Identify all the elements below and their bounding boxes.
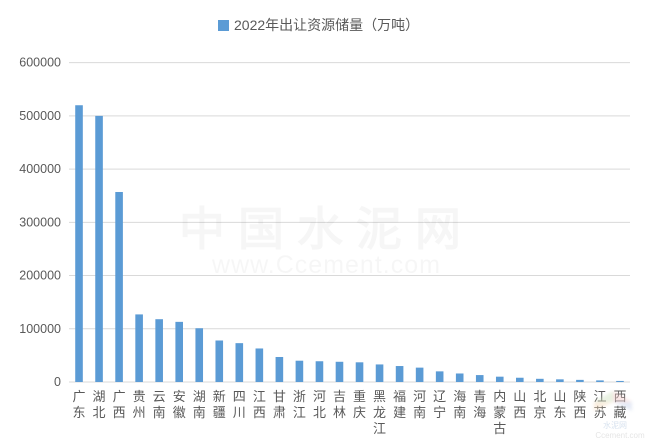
svg-text:福: 福 [393, 389, 406, 404]
svg-text:东: 东 [73, 405, 86, 420]
svg-text:广: 广 [73, 389, 86, 404]
svg-text:Ccement.com: Ccement.com [595, 431, 645, 440]
svg-text:黑: 黑 [373, 389, 386, 404]
svg-text:200000: 200000 [19, 269, 61, 283]
svg-text:河: 河 [313, 389, 326, 404]
svg-text:西: 西 [573, 405, 586, 420]
svg-text:浙: 浙 [293, 389, 306, 404]
svg-text:徽: 徽 [173, 405, 186, 420]
svg-text:江: 江 [253, 389, 266, 404]
svg-text:海: 海 [473, 405, 486, 420]
svg-text:北: 北 [533, 389, 546, 404]
svg-text:安: 安 [173, 389, 186, 404]
svg-text:100000: 100000 [19, 322, 61, 336]
svg-text:建: 建 [393, 405, 406, 420]
svg-text:400000: 400000 [19, 162, 61, 176]
svg-text:山: 山 [513, 389, 526, 404]
svg-text:蒙: 蒙 [493, 405, 506, 420]
svg-text:州: 州 [133, 405, 146, 420]
svg-text:600000: 600000 [19, 56, 61, 70]
svg-text:2022年出让资源储量（万吨）: 2022年出让资源储量（万吨） [234, 17, 419, 33]
svg-text:广: 广 [113, 389, 126, 404]
svg-text:南: 南 [413, 405, 426, 420]
svg-text:庆: 庆 [353, 405, 366, 420]
svg-text:300000: 300000 [19, 215, 61, 229]
svg-text:重: 重 [353, 389, 366, 404]
svg-text:龙: 龙 [373, 405, 386, 420]
svg-text:水泥网: 水泥网 [603, 420, 627, 430]
svg-text:南: 南 [453, 405, 466, 420]
svg-text:北: 北 [313, 405, 326, 420]
svg-text:甘: 甘 [273, 389, 286, 404]
svg-text:京: 京 [533, 405, 546, 420]
svg-text:宁: 宁 [433, 405, 446, 420]
svg-text:辽: 辽 [433, 389, 446, 404]
svg-text:江: 江 [373, 421, 386, 436]
svg-text:陕: 陕 [573, 389, 586, 404]
svg-text:疆: 疆 [213, 405, 226, 420]
svg-text:湖: 湖 [193, 389, 206, 404]
svg-text:山: 山 [553, 389, 566, 404]
svg-text:东: 东 [553, 405, 566, 420]
svg-text:贵: 贵 [133, 389, 146, 404]
svg-text:西: 西 [113, 405, 126, 420]
svg-text:北: 北 [93, 405, 106, 420]
svg-text:肃: 肃 [273, 405, 286, 420]
svg-text:古: 古 [493, 421, 506, 436]
svg-text:吉: 吉 [333, 389, 346, 404]
svg-text:青: 青 [473, 389, 486, 404]
svg-text:湖: 湖 [93, 389, 106, 404]
svg-text:500000: 500000 [19, 109, 61, 123]
svg-text:0: 0 [54, 375, 61, 389]
svg-text:川: 川 [233, 405, 246, 420]
svg-text:南: 南 [153, 405, 166, 420]
svg-text:新: 新 [213, 389, 226, 404]
svg-text:河: 河 [413, 389, 426, 404]
svg-text:内: 内 [493, 389, 506, 404]
svg-text:江: 江 [293, 405, 306, 420]
svg-text:四: 四 [233, 389, 246, 404]
svg-text:南: 南 [193, 405, 206, 420]
svg-text:海: 海 [453, 389, 466, 404]
svg-text:西: 西 [513, 405, 526, 420]
svg-text:西: 西 [253, 405, 266, 420]
svg-text:林: 林 [333, 405, 346, 420]
svg-text:云: 云 [153, 389, 166, 404]
